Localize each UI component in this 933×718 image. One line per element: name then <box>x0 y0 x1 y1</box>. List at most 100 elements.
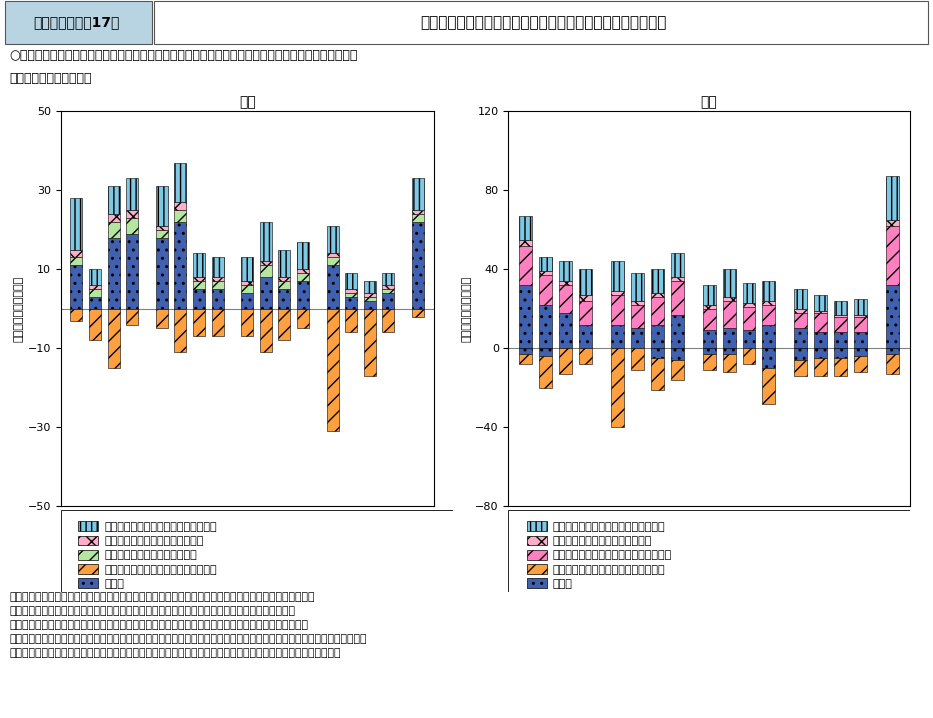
Bar <box>70 250 82 258</box>
Bar <box>212 289 224 309</box>
Bar <box>174 210 187 222</box>
Bar <box>578 325 592 348</box>
Text: 16: 16 <box>732 540 746 550</box>
Text: 18: 18 <box>411 540 425 550</box>
Bar <box>126 234 138 309</box>
Bar <box>242 309 253 336</box>
Bar <box>212 277 224 281</box>
Bar <box>193 309 205 336</box>
Bar <box>212 309 224 336</box>
Bar <box>578 269 592 295</box>
Bar <box>107 187 119 214</box>
Bar <box>297 281 309 309</box>
Text: 非正規を選択している理由別にみた非正規雇用労働者の動向: 非正規を選択している理由別にみた非正規雇用労働者の動向 <box>420 15 666 30</box>
Bar <box>815 348 828 358</box>
Bar <box>578 348 592 364</box>
Bar <box>126 218 138 234</box>
Bar <box>650 348 663 358</box>
Y-axis label: （前年同期差・万人）: （前年同期差・万人） <box>13 276 23 342</box>
Bar <box>815 332 828 348</box>
Bar <box>794 313 807 328</box>
Bar <box>834 332 847 348</box>
Bar <box>156 238 168 309</box>
Bar <box>259 261 272 265</box>
Bar <box>242 281 253 285</box>
Bar <box>174 202 187 210</box>
Bar <box>327 265 339 309</box>
Bar <box>539 304 552 348</box>
Bar <box>278 309 290 340</box>
Bar <box>722 328 735 348</box>
Bar <box>156 187 168 225</box>
Bar <box>345 289 357 293</box>
Bar <box>107 222 119 238</box>
Bar <box>671 314 684 348</box>
Bar <box>539 257 552 271</box>
Bar <box>345 274 357 289</box>
Bar <box>297 241 309 269</box>
Text: 第１－（２）－17図: 第１－（２）－17図 <box>34 15 119 29</box>
Bar <box>722 301 735 328</box>
Bar <box>259 222 272 261</box>
Bar <box>345 309 357 332</box>
Bar <box>794 348 807 360</box>
Bar <box>156 230 168 238</box>
Text: 2014: 2014 <box>541 540 569 550</box>
Bar <box>278 281 290 289</box>
Bar <box>364 293 376 297</box>
Bar <box>345 293 357 297</box>
Bar <box>611 348 624 427</box>
Bar <box>327 253 339 258</box>
Bar <box>174 162 187 202</box>
Bar <box>855 314 868 317</box>
Bar <box>412 179 425 210</box>
Bar <box>89 309 101 340</box>
Bar <box>559 261 572 281</box>
Bar <box>519 240 532 246</box>
Bar <box>703 304 716 309</box>
Bar <box>834 314 847 317</box>
Bar <box>327 309 339 431</box>
Bar <box>794 289 807 309</box>
Bar <box>855 356 868 372</box>
Y-axis label: （前年同期差・万人）: （前年同期差・万人） <box>461 276 471 342</box>
Bar <box>650 358 663 390</box>
Bar <box>174 309 187 353</box>
Bar <box>855 348 868 356</box>
Bar <box>126 179 138 210</box>
Bar <box>345 297 357 309</box>
Bar <box>722 269 735 297</box>
Bar <box>762 368 775 404</box>
Bar <box>671 360 684 380</box>
Bar <box>671 253 684 277</box>
Bar <box>193 289 205 309</box>
Text: 16: 16 <box>268 540 282 550</box>
Bar <box>327 257 339 265</box>
Bar <box>89 285 101 289</box>
Text: ○　男女ともに不本意非正規雇用労働者が減少する一方で、「自分の都合のよい時間に働きたい」とい: ○ 男女ともに不本意非正規雇用労働者が減少する一方で、「自分の都合のよい時間に働… <box>9 49 357 62</box>
Bar <box>412 210 425 214</box>
Bar <box>762 301 775 304</box>
Bar <box>815 358 828 376</box>
Bar <box>212 281 224 289</box>
Bar <box>559 348 572 374</box>
Bar <box>519 246 532 285</box>
Text: 15: 15 <box>183 540 197 550</box>
Text: 15: 15 <box>640 540 654 550</box>
Bar <box>631 273 644 301</box>
Bar <box>886 177 899 220</box>
Bar <box>834 301 847 314</box>
Bar <box>671 277 684 281</box>
Bar <box>703 309 716 330</box>
Bar <box>519 285 532 348</box>
Bar <box>519 348 532 354</box>
Bar <box>70 198 82 250</box>
Bar <box>126 309 138 325</box>
Text: 2014: 2014 <box>91 540 118 550</box>
Bar <box>559 281 572 285</box>
Bar <box>703 330 716 348</box>
Bar <box>70 309 82 320</box>
Bar <box>671 348 684 360</box>
Bar <box>278 277 290 281</box>
Bar <box>383 285 395 289</box>
